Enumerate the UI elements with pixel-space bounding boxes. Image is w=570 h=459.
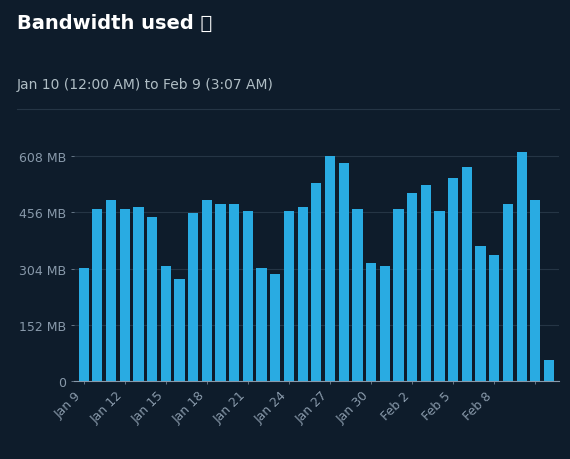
Bar [147, 217, 157, 381]
Bar [516, 152, 527, 381]
Bar [174, 280, 185, 381]
Bar [202, 201, 212, 381]
Bar [79, 269, 89, 381]
Bar [462, 168, 472, 381]
Bar [188, 213, 198, 381]
Bar [120, 210, 130, 381]
Bar [311, 184, 321, 381]
Bar [503, 204, 513, 381]
Bar [92, 210, 103, 381]
Bar [434, 212, 445, 381]
Bar [298, 208, 308, 381]
Bar [339, 164, 349, 381]
Text: Bandwidth used ⓘ: Bandwidth used ⓘ [17, 14, 213, 33]
Bar [133, 208, 144, 381]
Text: Jan 10 (12:00 AM) to Feb 9 (3:07 AM): Jan 10 (12:00 AM) to Feb 9 (3:07 AM) [17, 78, 274, 92]
Bar [229, 204, 239, 381]
Bar [106, 201, 116, 381]
Bar [530, 201, 540, 381]
Bar [544, 361, 554, 381]
Bar [270, 274, 280, 381]
Bar [407, 193, 417, 381]
Bar [284, 212, 294, 381]
Bar [215, 204, 226, 381]
Bar [256, 269, 267, 381]
Bar [380, 267, 390, 381]
Bar [489, 256, 499, 381]
Bar [448, 179, 458, 381]
Bar [325, 156, 335, 381]
Bar [475, 246, 486, 381]
Bar [393, 210, 404, 381]
Bar [161, 267, 171, 381]
Bar [366, 263, 376, 381]
Bar [352, 210, 363, 381]
Bar [243, 212, 253, 381]
Bar [421, 186, 431, 381]
